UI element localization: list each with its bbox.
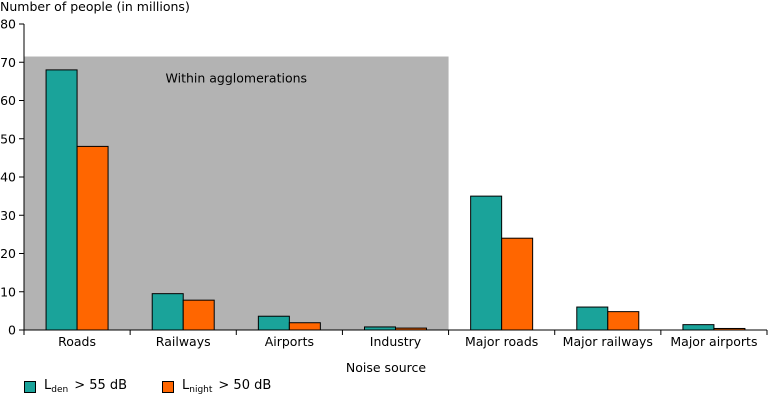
y-tick-label: 80 (0, 17, 16, 32)
y-tick-label: 20 (0, 246, 16, 261)
x-axis-title: Noise source (346, 360, 426, 375)
x-tick-label: Roads (58, 334, 96, 349)
legend-label-lnight: Lnight > 50 dB (182, 378, 272, 395)
legend-item-lnight: Lnight > 50 dB (162, 378, 271, 395)
bar-night-roads (76, 145, 109, 331)
y-tick-label: 40 (0, 170, 16, 185)
x-ticks: Roads Railways Airports Industry Major roads… (23, 330, 768, 349)
bar-den-roads (45, 69, 78, 331)
bars-group (45, 69, 746, 331)
x-tick-label: Major railways (563, 334, 653, 349)
x-tick-label: Railways (156, 334, 211, 349)
y-tick-label: 60 (0, 93, 16, 108)
annotation-label: Within agglomerations (166, 71, 308, 86)
legend-swatch-lden (24, 380, 36, 393)
bar-den-major-railways (576, 306, 609, 331)
legend-swatch-lnight (162, 380, 174, 393)
bar-den-major-airports (682, 324, 715, 331)
bar-den-major-roads (470, 195, 503, 331)
bar-night-railways (182, 299, 215, 331)
bar-den-airports (257, 315, 290, 331)
legend-label-lden: Lden > 55 dB (44, 378, 128, 395)
x-tick-label: Airports (265, 334, 314, 349)
y-tick-label: 50 (0, 131, 16, 146)
y-tick-label: 70 (0, 55, 16, 70)
x-tick-label: Industry (370, 334, 422, 349)
y-tick-label: 0 (8, 323, 16, 338)
y-tick-label: 30 (0, 208, 16, 223)
bar-den-railways (151, 293, 184, 331)
y-tick-label: 10 (0, 284, 16, 299)
x-tick-label: Major roads (465, 334, 538, 349)
bar-night-airports (288, 322, 321, 331)
x-tick-label: Major airports (670, 334, 757, 349)
y-ticks: 0 10 20 30 40 50 60 70 80 (0, 17, 24, 338)
y-axis-title: Number of people (in millions) (0, 0, 190, 14)
legend-item-lden: Lden > 55 dB (24, 378, 127, 395)
bar-night-major-roads (501, 237, 534, 331)
bar-night-major-railways (607, 311, 640, 331)
